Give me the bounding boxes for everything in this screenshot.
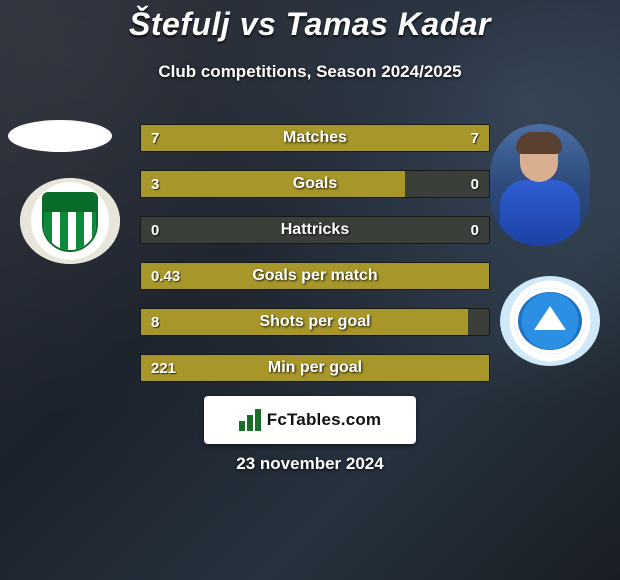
stat-row: 8Shots per goal	[140, 308, 490, 336]
stat-label: Shots per goal	[141, 309, 489, 335]
stats-bars: 77Matches 30Goals 00Hattricks 0.43Goals per…	[140, 124, 490, 400]
stat-label: Min per goal	[141, 355, 489, 381]
club-crest-right	[500, 276, 600, 366]
stat-row: 221Min per goal	[140, 354, 490, 382]
stat-row: 30Goals	[140, 170, 490, 198]
club-crest-left	[20, 178, 120, 264]
stat-label: Goals	[141, 171, 489, 197]
subtitle: Club competitions, Season 2024/2025	[0, 62, 620, 82]
stat-row: 00Hattricks	[140, 216, 490, 244]
player-b-name: Tamas Kadar	[286, 6, 491, 42]
player-a-name: Štefulj	[129, 6, 230, 42]
stat-label: Matches	[141, 125, 489, 151]
stat-row: 0.43Goals per match	[140, 262, 490, 290]
comparison-infographic: Štefulj vs Tamas Kadar Club competitions…	[0, 0, 620, 580]
player-b-avatar	[490, 124, 590, 246]
date-label: 23 november 2024	[0, 454, 620, 474]
stat-row: 77Matches	[140, 124, 490, 152]
player-a-avatar	[8, 120, 112, 152]
stat-label: Goals per match	[141, 263, 489, 289]
stat-label: Hattricks	[141, 217, 489, 243]
fctables-icon	[239, 409, 261, 431]
vs-label: vs	[240, 6, 277, 42]
source-badge: FcTables.com	[204, 396, 416, 444]
source-label: FcTables.com	[267, 410, 382, 430]
title: Štefulj vs Tamas Kadar	[0, 6, 620, 43]
